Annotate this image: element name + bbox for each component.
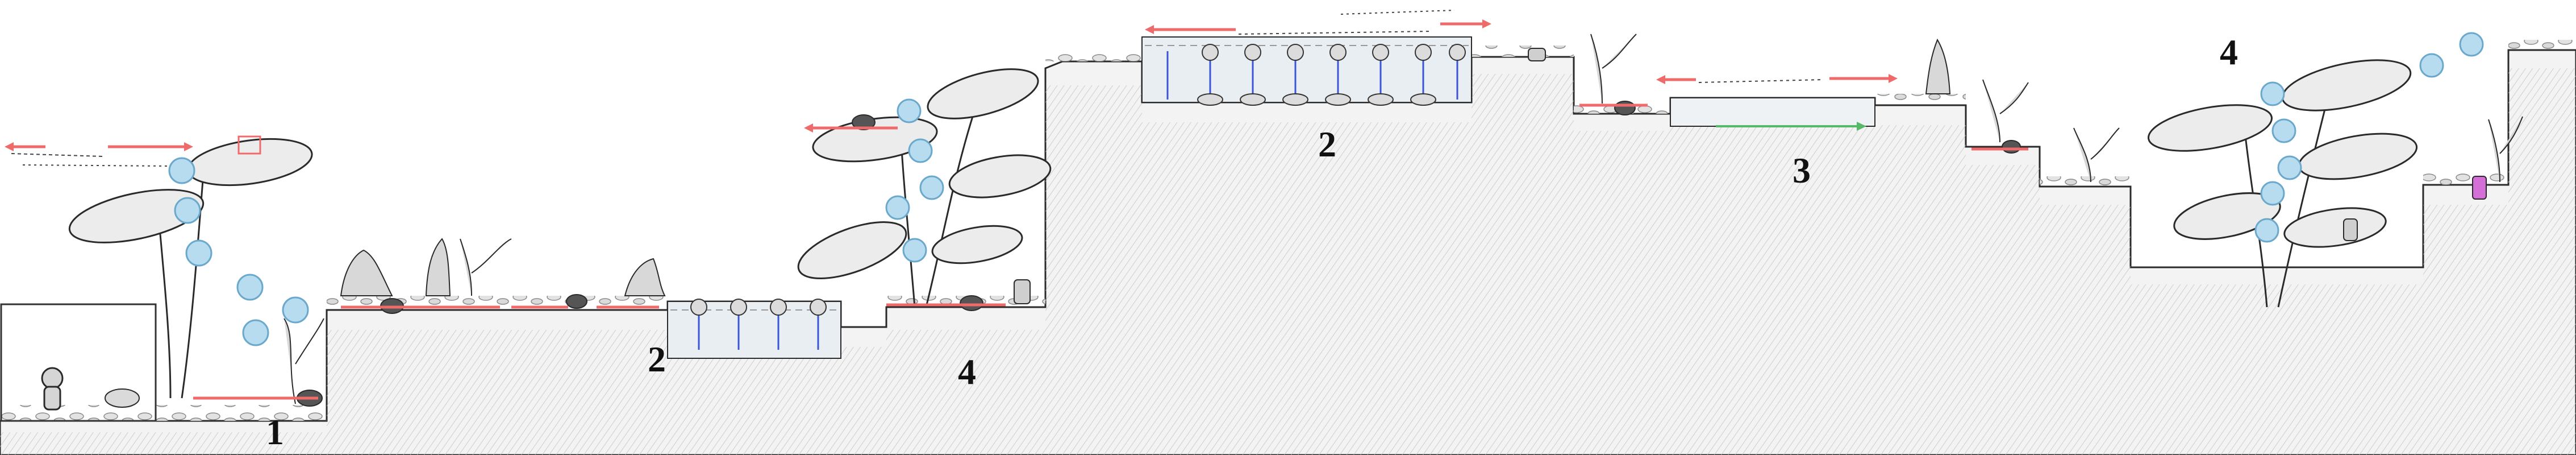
lantern-items <box>1014 48 2358 304</box>
leaf-plant-right <box>2147 59 2418 308</box>
section-marker-2-left: 2 <box>648 339 666 379</box>
piston-heads-upper <box>1197 44 1466 106</box>
leaf-plant-left <box>68 135 313 399</box>
current-flow-path <box>1716 122 1866 131</box>
player-character <box>41 367 64 411</box>
section-marker-1: 1 <box>266 412 284 452</box>
pink-powerup <box>2472 176 2487 200</box>
air-bubble-cluster <box>168 32 2484 346</box>
piston-heads-left <box>690 299 827 316</box>
water-channel <box>1670 97 1875 127</box>
crawler-start <box>105 388 140 408</box>
section-marker-3: 3 <box>1793 150 1811 191</box>
section-marker-4-left: 4 <box>958 351 976 392</box>
section-marker-2-upper: 2 <box>1318 124 1336 164</box>
start-area-frame <box>0 303 157 422</box>
section-marker-4-right: 4 <box>2220 32 2238 72</box>
terrain-hatching <box>0 68 2576 455</box>
coral-bushes <box>284 34 2523 404</box>
fish-schools <box>11 10 1824 167</box>
enemy-patrol-paths <box>11 22 2028 400</box>
enemy-path-arrowheads <box>5 19 1898 151</box>
